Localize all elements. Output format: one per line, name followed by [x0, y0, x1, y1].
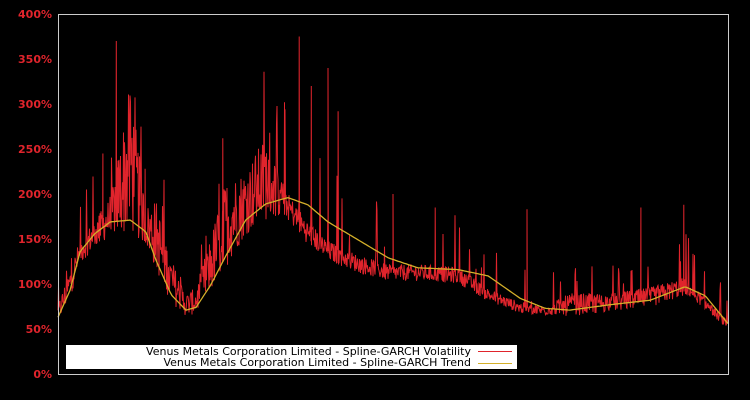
volatility-line: [57, 36, 729, 326]
plot-area: [57, 36, 729, 326]
y-tick-label: 150%: [18, 233, 52, 246]
y-tick-label: 200%: [18, 188, 52, 201]
volatility-series: [57, 36, 729, 326]
legend-label-volatility: Venus Metals Corporation Limited - Splin…: [146, 345, 471, 358]
y-tick-label: 0%: [33, 368, 52, 381]
plot-frame: [58, 14, 729, 375]
y-tick-label: 350%: [18, 53, 52, 66]
legend-box: [66, 345, 517, 369]
y-tick-label: 50%: [26, 323, 52, 336]
legend: Venus Metals Corporation Limited - Splin…: [66, 345, 517, 369]
y-axis: 0% 50% 100% 150% 200% 250% 300% 350% 400%: [18, 8, 52, 381]
trend-line: [57, 197, 729, 325]
y-tick-label: 250%: [18, 143, 52, 156]
legend-label-trend: Venus Metals Corporation Limited - Splin…: [163, 356, 471, 369]
y-tick-label: 400%: [18, 8, 52, 21]
y-tick-label: 300%: [18, 98, 52, 111]
y-tick-label: 100%: [18, 278, 52, 291]
